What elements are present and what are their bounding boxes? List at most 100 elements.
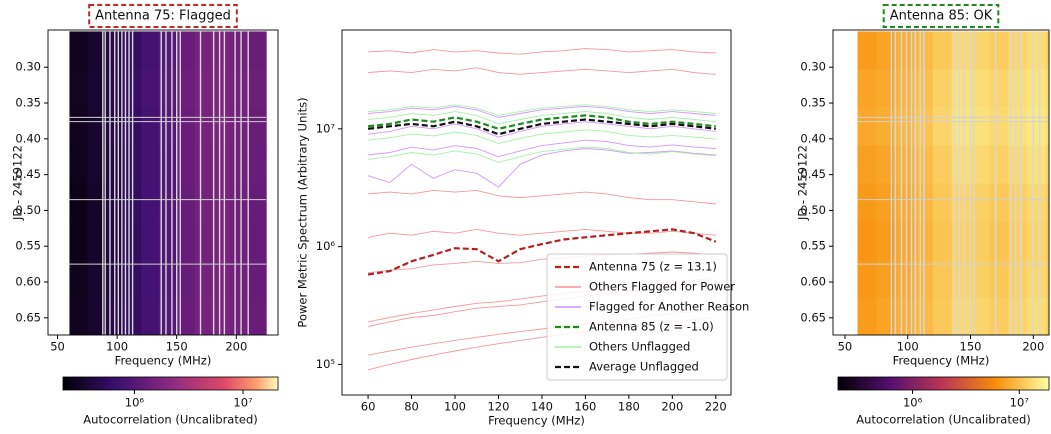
heatmap-cell xyxy=(212,31,231,71)
heatmap-cell xyxy=(176,183,196,223)
y-tick-label: 0.50 xyxy=(800,203,826,217)
y-axis-label: Power Metric Spectrum (Arbitrary Units) xyxy=(296,97,310,327)
heatmap-cell xyxy=(970,183,990,223)
y-tick-label: 10⁶ xyxy=(316,239,336,253)
title-box xyxy=(882,4,1000,28)
line xyxy=(368,129,716,144)
x-tick-label: 180 xyxy=(618,400,640,414)
heatmap-cell xyxy=(194,221,214,261)
x-tick-label: 200 xyxy=(661,400,683,414)
heatmap-cell xyxy=(140,259,160,299)
y-axis-label: JD - 2459122 xyxy=(796,145,810,221)
heatmap-cell xyxy=(1045,145,1049,185)
heatmap-cell xyxy=(176,69,196,109)
x-tick-label: 100 xyxy=(444,400,466,414)
heatmap-cell xyxy=(970,259,990,299)
x-tick-label: 100 xyxy=(897,340,919,354)
colorbar xyxy=(62,376,279,391)
y-tick-label: 0.40 xyxy=(800,131,826,145)
y-tick-label: 0.35 xyxy=(15,96,41,110)
heatmap-cell xyxy=(194,183,214,223)
y-tick-label: 0.60 xyxy=(15,275,41,289)
heatmap-cell xyxy=(951,31,972,71)
y-tick-label: 0.65 xyxy=(800,310,826,324)
heatmap-cell xyxy=(87,221,106,261)
plot-frame xyxy=(832,29,1050,336)
heatmap-cell xyxy=(212,69,231,109)
heatmap-cell xyxy=(248,69,267,109)
heatmap-cell xyxy=(176,221,196,261)
legend-label: Others Unflagged xyxy=(589,340,690,354)
y-tick-label: 0.65 xyxy=(15,310,41,324)
heatmap-cell xyxy=(212,259,231,299)
heatmap-cell xyxy=(857,259,877,299)
heatmap-cell xyxy=(989,297,1009,335)
heatmap-cell xyxy=(69,69,88,109)
heatmap-cell xyxy=(951,297,972,335)
heatmap-cell xyxy=(1027,107,1047,147)
heatmap-cell xyxy=(69,221,88,261)
y-tick-label: 0.45 xyxy=(15,167,41,181)
heatmap-cell xyxy=(876,221,896,261)
x-tick-label: 120 xyxy=(487,400,509,414)
x-tick-label: 200 xyxy=(1022,340,1044,354)
heatmap-cell xyxy=(1027,145,1047,185)
heatmap-cell xyxy=(1027,183,1047,223)
line xyxy=(368,228,716,238)
heatmap-cell xyxy=(194,259,214,299)
heatmap-cell xyxy=(212,145,231,185)
x-tick-label: 140 xyxy=(531,400,553,414)
heatmap-cell xyxy=(1008,183,1028,223)
heatmap-cell xyxy=(1008,297,1028,335)
heatmap-cell xyxy=(857,69,877,109)
heatmap-cell xyxy=(1045,183,1049,223)
heatmap-cell xyxy=(230,259,249,299)
heatmap-cell xyxy=(895,31,915,71)
heatmap-cell xyxy=(989,69,1009,109)
heatmap-cell xyxy=(194,107,214,147)
colorbar-tick-label: 10⁷ xyxy=(233,396,253,410)
heatmap-cell xyxy=(230,221,249,261)
x-tick-label: 150 xyxy=(960,340,982,354)
heatmap-cell xyxy=(158,297,178,335)
heatmap-cell xyxy=(87,69,106,109)
heatmap-cell xyxy=(1027,259,1047,299)
heatmap-cell xyxy=(932,297,953,335)
heatmap-cell xyxy=(248,107,267,147)
heatmap-cell xyxy=(989,221,1009,261)
heatmap-cell xyxy=(989,183,1009,223)
heatmap-cell xyxy=(230,107,249,147)
heatmap-cell xyxy=(1027,31,1047,71)
heatmap-cell xyxy=(230,31,249,71)
heatmap-cell xyxy=(1008,31,1028,71)
panel-title: Antenna 75: Flagged xyxy=(95,9,231,24)
y-tick-label: 0.55 xyxy=(15,239,41,253)
heatmap-cell xyxy=(158,145,178,185)
heatmap-cell xyxy=(970,221,990,261)
dashed-line xyxy=(367,118,716,136)
heatmap-cell xyxy=(876,297,896,335)
heatmap-cell xyxy=(1045,259,1049,299)
heatmap-cell xyxy=(895,69,915,109)
y-tick-label: 0.35 xyxy=(800,96,826,110)
heatmap-cell xyxy=(140,69,160,109)
heatmap-cell xyxy=(989,145,1009,185)
y-tick-label: 10⁷ xyxy=(316,121,336,135)
heatmap-cell xyxy=(230,297,249,335)
colorbar xyxy=(837,376,1050,391)
heatmap-cell xyxy=(158,183,178,223)
heatmap-cell xyxy=(951,259,972,299)
y-tick-label: 0.30 xyxy=(800,60,826,74)
heatmap-cell xyxy=(932,69,953,109)
heatmap-cell xyxy=(951,69,972,109)
heatmap-cell xyxy=(1027,69,1047,109)
legend-box xyxy=(546,253,728,381)
heatmap-cell xyxy=(876,259,896,299)
heatmap-cell xyxy=(970,107,990,147)
heatmap-cell xyxy=(1008,221,1028,261)
heatmap-cell xyxy=(69,31,88,71)
line xyxy=(368,121,716,138)
heatmap-cell xyxy=(69,297,88,335)
heatmap-cell xyxy=(158,259,178,299)
